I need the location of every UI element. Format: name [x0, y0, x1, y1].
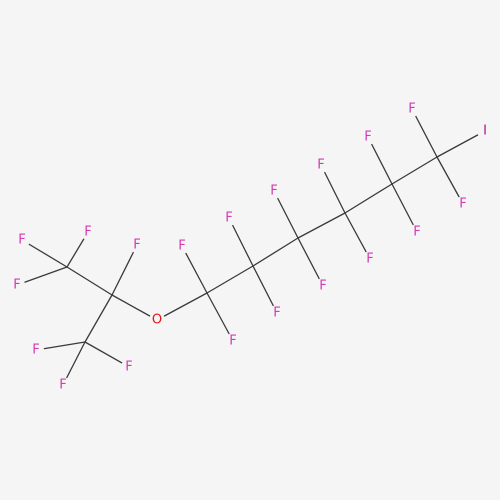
- atom-label-background: [221, 210, 237, 226]
- fluorine-atom-label: F: [225, 211, 232, 226]
- bond: [273, 190, 299, 239]
- atom-label-background: [225, 333, 241, 349]
- bond: [436, 156, 464, 205]
- atom-label-background: [129, 237, 145, 253]
- bond: [206, 292, 234, 342]
- fluorine-atom-label: F: [364, 130, 371, 145]
- fluorine-atom-label: F: [408, 102, 415, 117]
- fluorine-atom-label: F: [413, 225, 420, 240]
- bond: [367, 136, 393, 185]
- bond: [391, 156, 438, 185]
- fluorine-atom-label: F: [229, 334, 236, 349]
- fluorine-atom-label: F: [459, 197, 466, 212]
- atom-label-background: [80, 224, 96, 240]
- bond: [16, 266, 68, 286]
- bond: [391, 183, 418, 233]
- atom-label-background: [266, 183, 282, 199]
- bond: [206, 265, 254, 294]
- atom-label-background: [14, 232, 30, 248]
- atom-label-background: [269, 305, 285, 321]
- fluorine-atom-label: F: [18, 233, 25, 248]
- oxygen-atom-label: O: [152, 313, 162, 328]
- atom-label-background: [455, 196, 471, 212]
- bond: [21, 239, 68, 268]
- bond: [156, 292, 208, 321]
- bond: [66, 266, 113, 296]
- fluorine-atom-label: F: [125, 360, 132, 375]
- bond: [111, 294, 158, 321]
- bond: [35, 341, 86, 351]
- bond: [111, 244, 138, 296]
- atom-label-background: [313, 157, 329, 173]
- fluorine-atom-label: F: [270, 184, 277, 199]
- atom-label-background: [360, 129, 376, 145]
- atom-label-background: [149, 312, 165, 328]
- fluorine-atom-label: F: [273, 306, 280, 321]
- bond: [411, 108, 438, 158]
- bond: [84, 341, 130, 368]
- atom-label-background: [55, 377, 71, 393]
- atom-label-background: [409, 224, 425, 240]
- fluorine-atom-label: F: [319, 279, 326, 294]
- bond: [62, 341, 86, 386]
- fluorine-atom-label: F: [133, 238, 140, 253]
- atom-label-background: [315, 278, 331, 294]
- bond: [181, 245, 208, 294]
- bonds: [16, 108, 486, 386]
- atom-label-background: [174, 238, 190, 254]
- bond: [252, 237, 299, 267]
- fluorine-atom-label: F: [366, 252, 373, 267]
- fluorine-atom-label: F: [84, 225, 91, 240]
- bond: [344, 212, 371, 260]
- bond: [344, 183, 393, 214]
- atom-label-background: [9, 277, 25, 293]
- bond: [228, 217, 254, 267]
- fluorine-atom-label: F: [178, 239, 185, 254]
- atom-label-background: [28, 342, 44, 358]
- atom-label-background: [362, 251, 378, 267]
- atom-label-background: [477, 123, 493, 139]
- bond: [84, 294, 113, 343]
- fluorine-atom-label: F: [13, 278, 20, 293]
- fluorine-atom-label: F: [32, 343, 39, 358]
- bond: [252, 265, 278, 314]
- bond: [297, 237, 324, 287]
- fluorine-atom-label: F: [317, 158, 324, 173]
- fluorine-atom-label: F: [59, 378, 66, 393]
- bond: [436, 130, 486, 158]
- iodine-atom-label: I: [483, 124, 487, 139]
- bond: [297, 212, 346, 239]
- atoms: F F F F F F F O F F F F F F F F F F F F I: [9, 101, 493, 393]
- atom-label-background: [121, 359, 137, 375]
- bond: [320, 164, 346, 214]
- atom-label-background: [404, 101, 420, 117]
